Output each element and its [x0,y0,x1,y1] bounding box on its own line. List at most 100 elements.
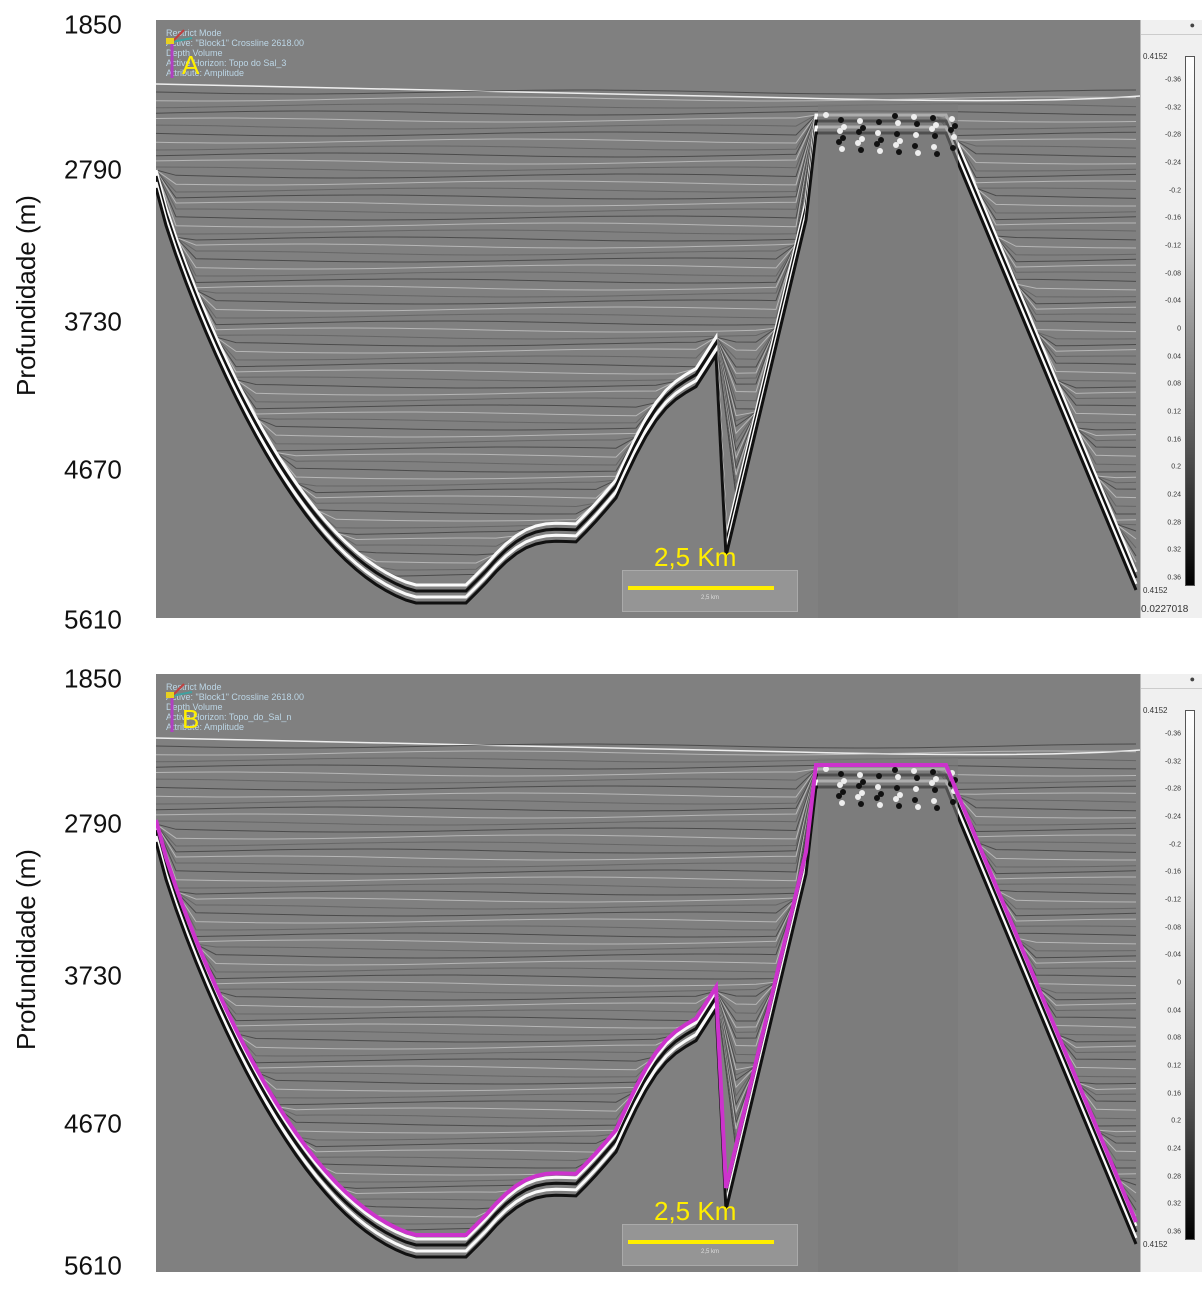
salt-noise [860,779,866,785]
hud-line: Depth Volume [166,48,223,58]
y-tick-3730: 3730 [64,306,122,337]
salt-noise [837,782,843,788]
salt-noise [837,128,843,134]
salt-noise [860,125,866,131]
salt-dome [818,104,958,618]
reflector-line [156,110,1137,116]
reflector-line [156,768,1137,1092]
reflector-line [156,114,1137,410]
salt-noise [856,783,862,789]
reflector-line [156,768,1137,924]
colorbar-tick: 0.12 [1167,408,1181,416]
reflector-line [156,764,1137,770]
hud-line: Restrict Mode [166,682,222,692]
orientation-axes-icon[interactable] [156,20,196,80]
scale-bar-small-label: 2,5 km [700,1249,719,1255]
salt-noise [952,123,958,129]
scale-bar-text: 2,5 Km [654,1196,737,1226]
colorbar-tick: 0.32 [1167,1200,1181,1208]
salt-noise [914,775,920,781]
reflector-line [156,768,1137,812]
salt-noise [896,803,902,809]
colorbar-tick: -0.04 [1165,951,1181,959]
colorbar-tick: -0.36 [1165,730,1181,738]
salt-noise [929,126,935,132]
salt-noise [874,141,880,147]
base-reflector [156,113,1138,587]
colorbar-panel[interactable]: ● 0.4152 0.4152 -0.36 -0.32 -0.28 -0.24 -0.2… [1140,674,1202,1272]
orientation-axes-icon[interactable] [156,674,196,734]
salt-noise [930,115,936,121]
reflector-line [156,114,1137,137]
colorbar-tick: 0.16 [1167,436,1181,444]
salt-noise [892,767,898,773]
hud-line: Active Horizon: Topo do Sal_3 [166,58,287,68]
reflector-line [156,768,1137,784]
seismic-section[interactable]: Restrict Mode Active: "Block1" Crossline… [156,20,1140,618]
salt-noise [896,149,902,155]
seismic-panel-b: Profundidade (m) 1850 2790 3730 4670 561… [0,654,1202,1294]
hud-line: Attribute: Amplitude [166,68,245,78]
colorbar-tick: -0.32 [1165,758,1181,766]
seismic-image [156,737,1140,1272]
salt-noise [915,804,921,810]
colorbar-gradient [1185,56,1195,586]
y-tick-1850: 1850 [64,663,122,694]
salt-noise [929,780,935,786]
salt-noise [913,786,919,792]
colorbar-tick: 0.36 [1167,574,1181,582]
scale-bar-text: 2,5 Km [654,542,737,572]
reflector-line [156,114,1137,438]
salt-noise [912,143,918,149]
colorbar-tick: 0.2 [1171,1117,1181,1125]
salt-noise [876,119,882,125]
colorbar-tick: 0.32 [1167,546,1181,554]
salt-noise [897,792,903,798]
salt-noise [915,150,921,156]
colorbar-tick: -0.24 [1165,159,1181,167]
salt-noise [836,139,842,145]
salt-noise [912,797,918,803]
salt-noise [875,130,881,136]
pin-icon[interactable]: ● [1141,20,1202,35]
salt-noise [840,789,846,795]
colorbar-footer-value: 0.0227018 [1141,604,1189,615]
salt-noise [930,769,936,775]
salt-noise [894,131,900,137]
colorbar-tick: -0.16 [1165,868,1181,876]
seafloor-reflector [156,737,1140,756]
salt-noise [856,129,862,135]
base-reflector [156,779,1138,1253]
pin-icon[interactable]: ● [1141,674,1202,689]
colorbar-gradient [1185,710,1195,1240]
reflector-line [156,757,1137,763]
colorbar-tick: 0 [1177,979,1181,987]
interpreted-horizon [156,763,1138,1237]
salt-noise [950,145,956,151]
seismic-section[interactable]: Restrict Mode Active: "Block1" Crossline… [156,674,1140,1272]
salt-noise [857,772,863,778]
salt-noise [895,774,901,780]
colorbar-tick: -0.32 [1165,104,1181,112]
colorbar-tick: 0.08 [1167,380,1181,388]
hud-overlay: Restrict Mode Active: "Block1" Crossline… [166,28,304,78]
salt-noise [859,136,865,142]
salt-noise [877,148,883,154]
salt-noise [897,138,903,144]
colorbar-panel[interactable]: ● 0.4152 0.4152 0.0227018 -0.36 -0.32 -0.2… [1140,20,1202,618]
scale-bar: 2,5 km [622,1224,798,1266]
base-reflector [156,125,1138,599]
salt-noise [911,114,917,120]
colorbar-tick: 0.24 [1167,491,1181,499]
hud-line: Restrict Mode [166,28,222,38]
salt-noise [933,776,939,782]
salt-noise [838,771,844,777]
hud-line: Attribute: Amplitude [166,722,245,732]
y-tick-5610: 5610 [64,604,122,635]
hud-overlay: Restrict Mode Active: "Block1" Crossline… [166,682,304,732]
colorbar-tick: -0.2 [1168,187,1181,195]
colorbar-tick: -0.12 [1165,896,1181,904]
scale-bar-line [628,1240,774,1244]
colorbar-max: 0.4152 [1143,706,1168,715]
seismic-panel-a: Profundidade (m) 1850 2790 3730 4670 561… [0,0,1202,640]
